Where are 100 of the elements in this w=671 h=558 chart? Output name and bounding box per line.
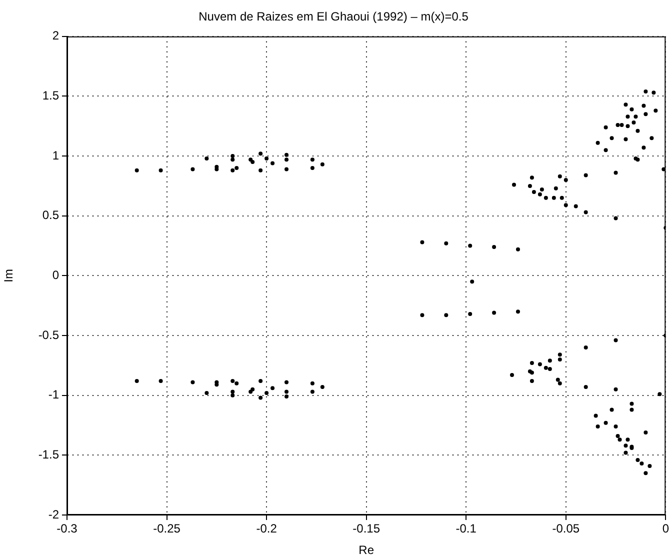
y-tick-label: -1 [48, 388, 60, 402]
point [190, 167, 195, 172]
point [158, 168, 163, 172]
point [284, 394, 289, 399]
point [614, 387, 618, 392]
point [310, 390, 314, 394]
point [470, 280, 474, 284]
point [626, 124, 630, 128]
chart-title: Nuvem de Raizes em El Ghaoui (1992) – m(x)=0.5 [198, 10, 469, 24]
point [544, 196, 548, 200]
point [626, 114, 630, 119]
point [530, 378, 534, 383]
y-tick-label: 0 [52, 268, 60, 282]
point [636, 128, 640, 133]
x-tick-label: -0.1 [456, 522, 477, 536]
point [258, 396, 263, 400]
point [634, 114, 638, 119]
point [250, 387, 255, 392]
point [616, 434, 620, 438]
point [558, 174, 562, 178]
point [284, 152, 289, 157]
point [630, 408, 634, 412]
point [230, 158, 235, 162]
point [624, 450, 628, 455]
point [552, 196, 556, 200]
point [492, 310, 496, 315]
point [204, 156, 209, 160]
y-tick-label: -2 [48, 507, 60, 522]
y-tick-label: -1.5 [38, 447, 60, 462]
x-axis-title: Re [358, 543, 374, 558]
point [594, 414, 598, 418]
point [556, 378, 560, 382]
point [626, 438, 630, 442]
point [530, 361, 534, 366]
y-tick-label: 1 [52, 148, 60, 162]
point [284, 390, 289, 394]
point [630, 402, 634, 406]
point [644, 430, 648, 434]
y-axis-title: Im [2, 269, 16, 282]
point [596, 424, 600, 428]
x-tick-label: -0.15 [352, 522, 380, 536]
x-tick-label: -0.25 [153, 522, 181, 536]
point [610, 136, 614, 140]
point [190, 380, 195, 384]
point [604, 125, 608, 130]
y-tick-label: -0.5 [38, 328, 60, 342]
point [158, 378, 163, 383]
point [654, 108, 658, 113]
point [604, 148, 608, 152]
point [468, 312, 472, 316]
point [270, 386, 275, 390]
point [584, 173, 588, 178]
point [230, 168, 235, 172]
x-tick-label: -0.05 [552, 522, 580, 536]
point [510, 373, 514, 378]
point [632, 120, 636, 125]
x-tick-label: 0 [662, 522, 670, 536]
point [532, 190, 536, 194]
point [284, 380, 289, 384]
point [616, 122, 620, 127]
point [614, 424, 618, 428]
point [604, 420, 608, 425]
point [258, 152, 263, 156]
point [540, 188, 544, 192]
point [230, 393, 235, 398]
point [558, 381, 562, 386]
point [230, 390, 235, 394]
point [538, 362, 542, 366]
point [320, 384, 324, 389]
x-tick-label: -0.2 [256, 522, 278, 536]
point [134, 168, 139, 172]
point [492, 244, 496, 249]
point [230, 378, 235, 383]
point [554, 186, 558, 190]
point [658, 392, 662, 396]
y-tick-label: 1.5 [42, 88, 60, 103]
y-tick-label: 2 [52, 28, 60, 43]
point [630, 107, 634, 112]
point [544, 366, 548, 370]
point [644, 89, 648, 94]
point [264, 156, 269, 160]
point [530, 176, 534, 180]
point [650, 136, 654, 140]
point [648, 464, 652, 468]
point [596, 140, 600, 145]
point [512, 182, 516, 187]
point [248, 158, 253, 162]
point [310, 381, 314, 386]
point [468, 244, 472, 248]
point [652, 90, 656, 95]
point [642, 146, 646, 150]
point [264, 390, 269, 395]
point [560, 196, 564, 200]
point [538, 192, 542, 196]
point [258, 378, 263, 383]
point [444, 313, 448, 318]
point [444, 241, 448, 246]
point [230, 154, 235, 158]
point [564, 203, 568, 208]
point [284, 158, 289, 162]
